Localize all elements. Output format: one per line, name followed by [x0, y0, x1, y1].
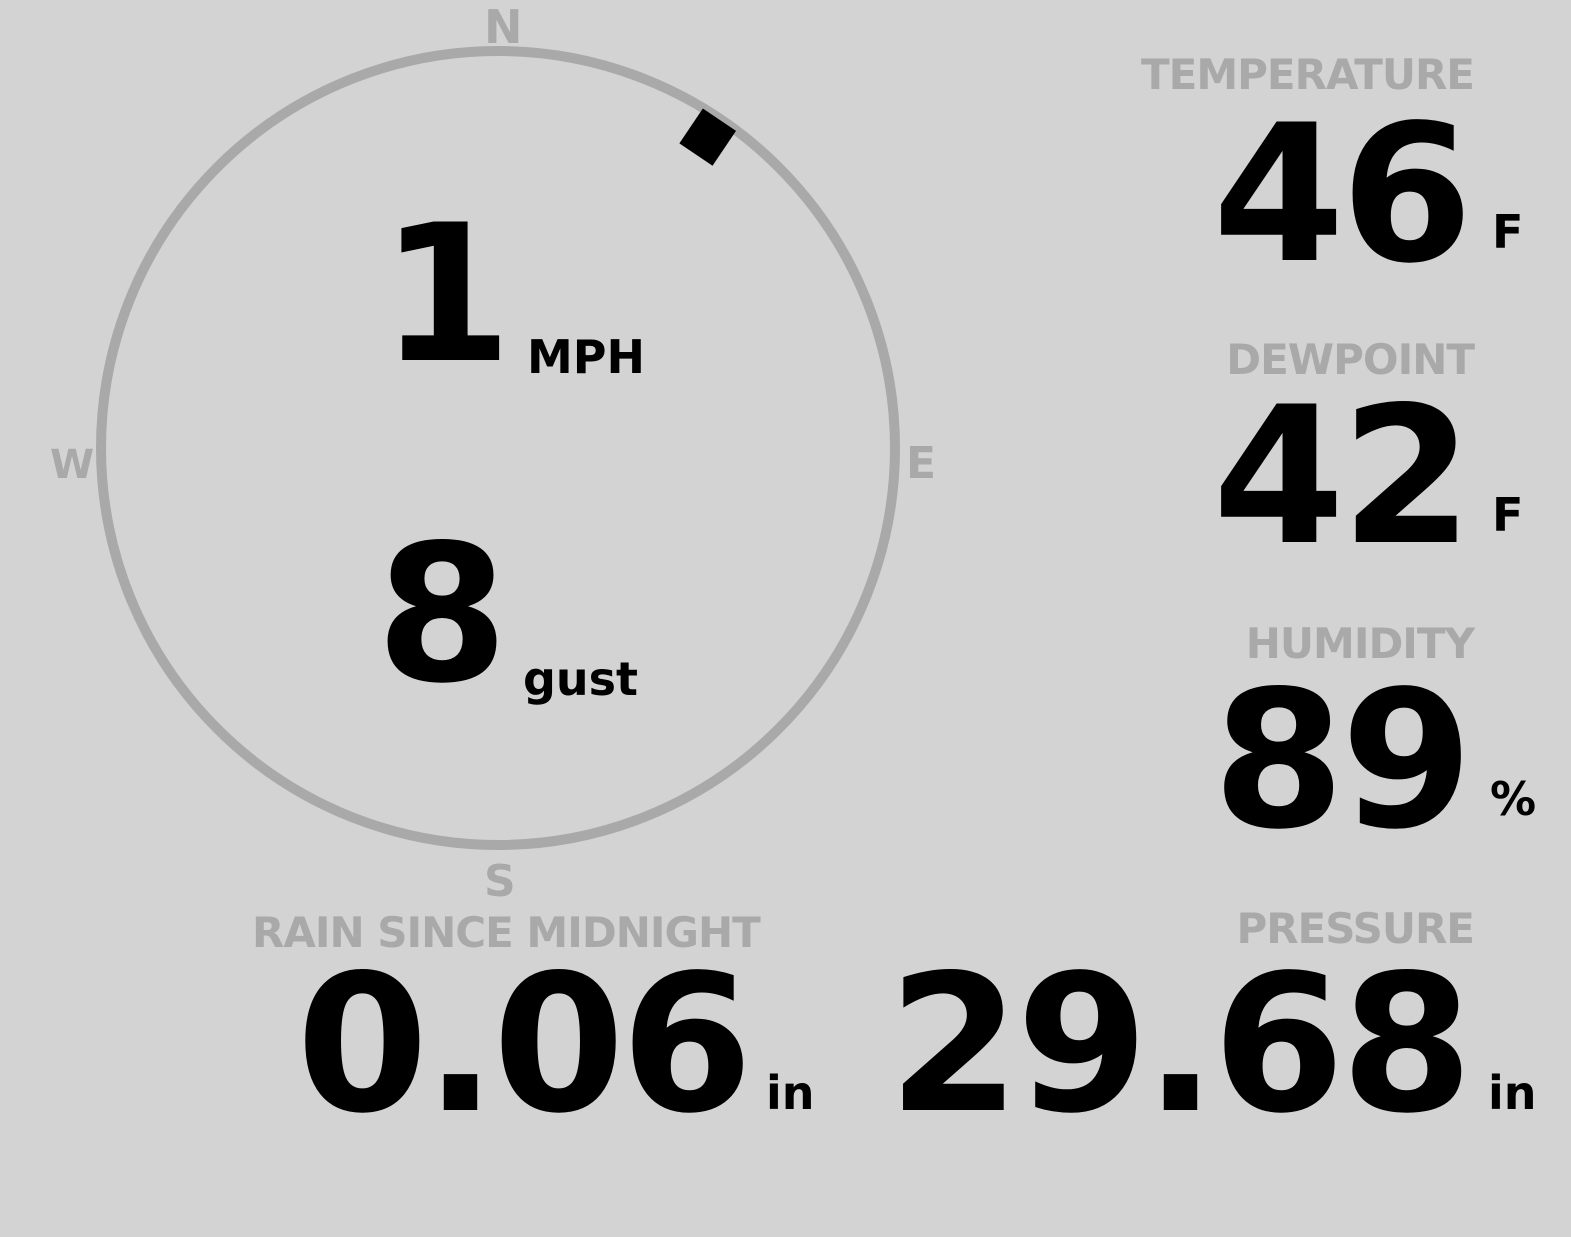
wind-speed-value: 1 [380, 184, 512, 405]
compass-west: W [50, 442, 95, 488]
wind-speed-unit: MPH [527, 330, 645, 384]
wind-gust-unit: gust [523, 652, 639, 706]
compass-north: N [484, 0, 523, 54]
temperature-label: TEMPERATURE [1141, 50, 1475, 99]
temperature-value: 46 [1212, 84, 1473, 305]
rain-value: 0.06 [296, 934, 753, 1155]
rain-label: RAIN SINCE MIDNIGHT [252, 908, 761, 957]
pressure-unit: in [1488, 1066, 1537, 1120]
humidity-value: 89 [1212, 650, 1473, 871]
compass-ring [96, 46, 900, 850]
humidity-unit: % [1490, 772, 1537, 826]
temperature-unit: F [1492, 205, 1524, 259]
rain-unit: in [766, 1066, 815, 1120]
wind-direction-marker [679, 108, 737, 166]
wind-gust-value: 8 [376, 504, 508, 725]
compass-east: E [906, 438, 937, 489]
dewpoint-value: 42 [1212, 366, 1473, 587]
pressure-value: 29.68 [888, 934, 1473, 1155]
humidity-label: HUMIDITY [1245, 619, 1475, 668]
pressure-label: PRESSURE [1236, 904, 1475, 953]
dewpoint-unit: F [1492, 488, 1524, 542]
dewpoint-label: DEWPOINT [1226, 335, 1475, 384]
compass-south: S [484, 856, 516, 907]
